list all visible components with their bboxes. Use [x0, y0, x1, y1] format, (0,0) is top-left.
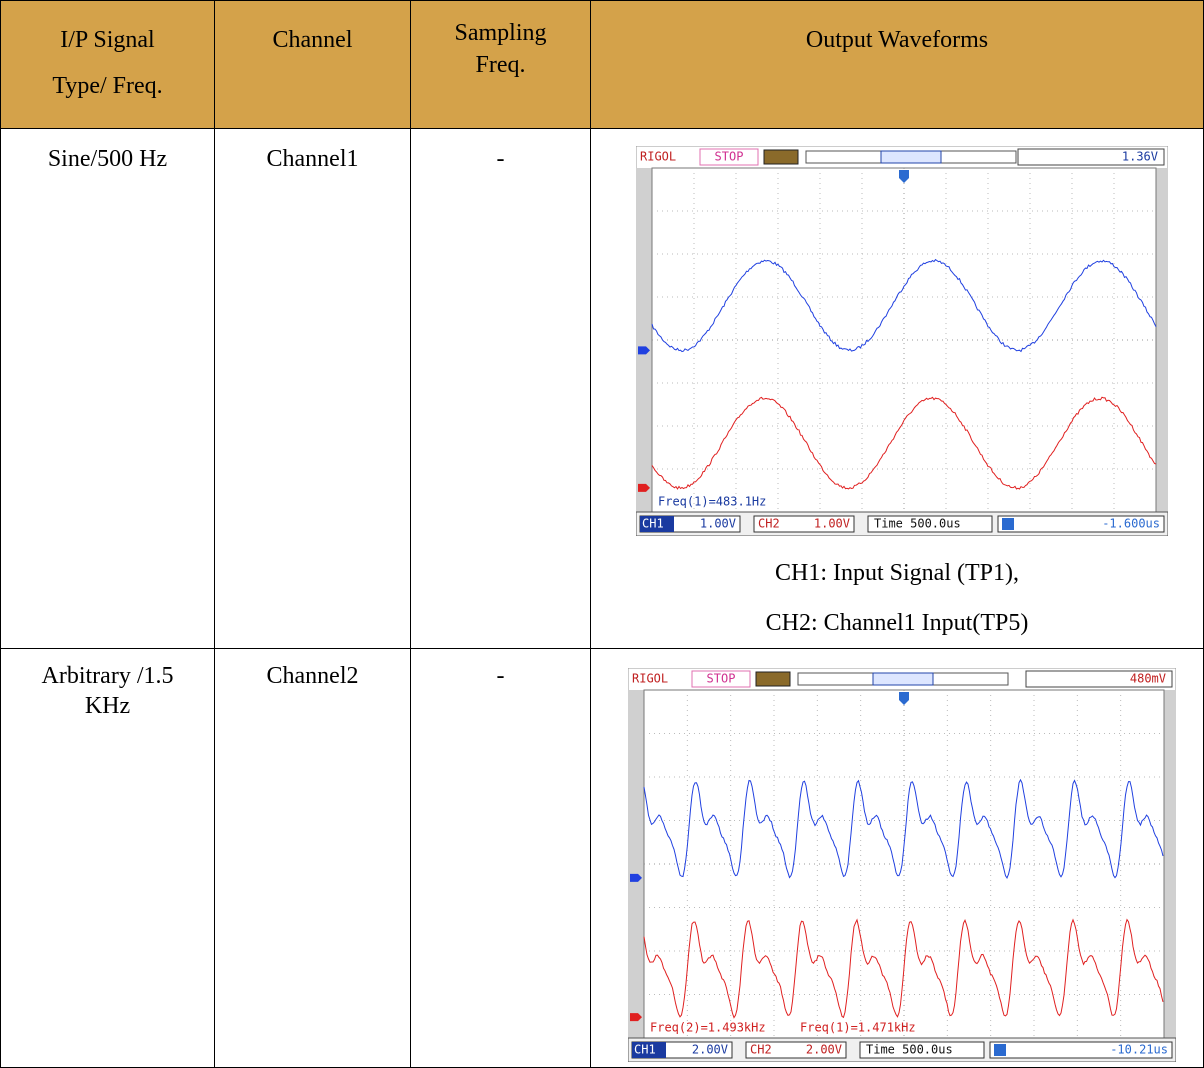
measurement: Freq(1)=483.1Hz: [658, 495, 766, 509]
sampling-cell: -: [410, 128, 591, 649]
ch1-scale: 1.00V: [700, 517, 736, 531]
channel-text: Channel2: [215, 661, 410, 691]
trigger-offset: -1.600us: [1102, 517, 1160, 531]
timebase: Time 500.0us: [866, 1043, 953, 1057]
battery-icon: [764, 150, 798, 164]
brand: RIGOL: [640, 150, 676, 164]
header-cell: Channel: [214, 0, 411, 129]
header-text: I/P Signal: [1, 17, 214, 63]
channel-cell: Channel2: [214, 648, 411, 1068]
brand: RIGOL: [632, 672, 668, 686]
channel-text: Channel1: [215, 137, 410, 181]
oscilloscope-screen: RIGOL STOP 1.36V Freq(1)=483.1Hz CH1 1.00V CH2…: [636, 146, 1168, 536]
timebase: Time 500.0us: [874, 517, 961, 531]
ch2-scale: 2.00V: [806, 1043, 842, 1057]
ch2-label: CH2: [758, 517, 780, 531]
channel-cell: Channel1: [214, 128, 411, 649]
trigger-level: 480mV: [1130, 672, 1166, 686]
header-cell: I/P Signal Type/ Freq.: [0, 0, 215, 129]
sampling-text: -: [411, 137, 590, 181]
sampling-text: -: [411, 661, 590, 691]
ch2-scale: 1.00V: [814, 517, 850, 531]
ch1-label: CH1: [634, 1043, 656, 1057]
page: {"table": { "header": [["I/P Signal", "T…: [0, 0, 1204, 1062]
memory-window: [873, 673, 933, 685]
ch1-scale: 2.00V: [692, 1043, 728, 1057]
offset-icon: [994, 1044, 1006, 1056]
measurement: Freq(2)=1.493kHz: [650, 1021, 766, 1035]
side-strip: [636, 168, 652, 512]
sampling-cell: -: [410, 648, 591, 1068]
header-text: Channel: [215, 17, 410, 63]
header-cell: Output Waveforms: [590, 0, 1204, 129]
signal-cell: Arbitrary /1.5 KHz: [0, 648, 215, 1068]
side-strip: [1156, 168, 1168, 512]
signal-text: KHz: [1, 691, 214, 721]
header-text: Output Waveforms: [591, 17, 1203, 63]
header-text: Sampling: [411, 17, 590, 49]
offset-icon: [1002, 518, 1014, 530]
measurement: Freq(1)=1.471kHz: [800, 1021, 916, 1035]
caption: CH1: Input Signal (TP1),: [590, 560, 1204, 587]
caption: CH2: Channel1 Input(TP5): [590, 610, 1204, 637]
state: STOP: [715, 150, 744, 164]
side-strip: [1164, 690, 1176, 1038]
trigger-level: 1.36V: [1122, 150, 1158, 164]
header-text: Type/ Freq.: [1, 63, 214, 109]
side-strip: [628, 690, 644, 1038]
memory-window: [881, 151, 941, 163]
trigger-offset: -10.21us: [1110, 1043, 1168, 1057]
ch2-label: CH2: [750, 1043, 772, 1057]
header-text: Freq.: [411, 49, 590, 81]
battery-icon: [756, 672, 790, 686]
oscilloscope-screen: RIGOL STOP 480mV Freq(2)=1.493kHz Freq(1)=1.…: [628, 668, 1176, 1062]
ch1-label: CH1: [642, 517, 664, 531]
signal-text: Arbitrary /1.5: [1, 661, 214, 691]
header-cell: Sampling Freq.: [410, 0, 591, 129]
signal-text: Sine/500 Hz: [1, 137, 214, 181]
state: STOP: [707, 672, 736, 686]
signal-cell: Sine/500 Hz: [0, 128, 215, 649]
